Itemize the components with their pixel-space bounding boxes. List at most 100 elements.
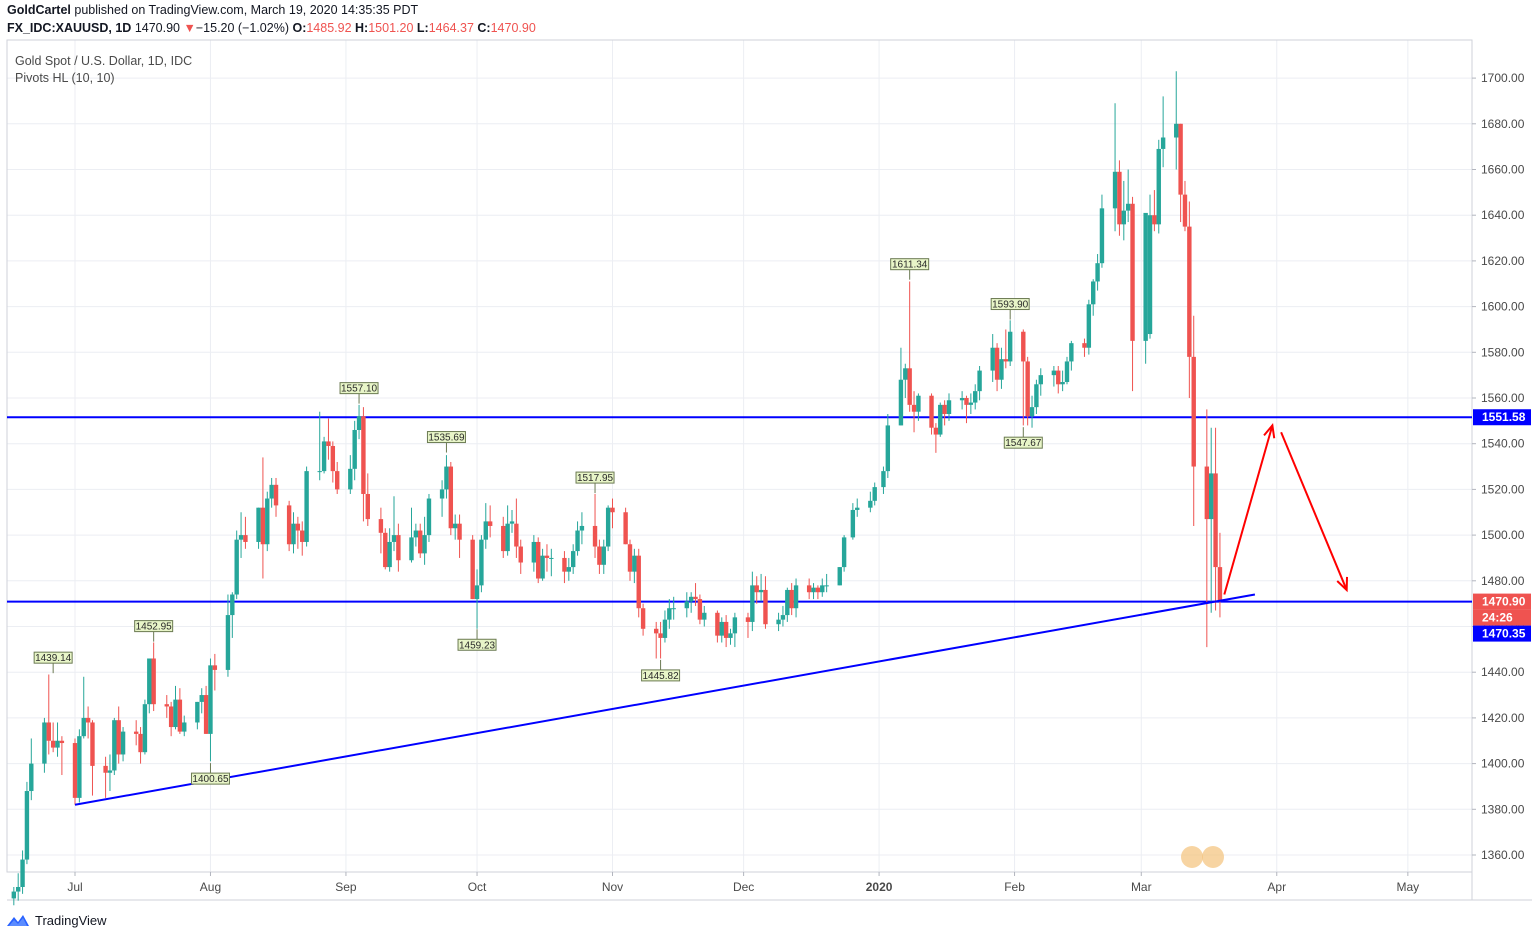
- candle-body: [269, 484, 274, 499]
- footer: TradingView: [6, 910, 107, 930]
- candle-body: [601, 546, 606, 565]
- candle-body: [811, 587, 816, 593]
- candle-body: [610, 507, 615, 513]
- pivot-label: 1400.65: [192, 774, 229, 785]
- candle-body: [112, 720, 117, 771]
- candle-body: [182, 722, 187, 732]
- candle-body: [1125, 203, 1131, 211]
- candle-body: [898, 379, 904, 426]
- candle-body: [1056, 370, 1061, 385]
- candle-body: [544, 555, 550, 558]
- symbol-label: FX_IDC:XAUUSD, 1D: [7, 21, 132, 35]
- candle-body: [658, 633, 663, 638]
- candle-body: [597, 546, 602, 565]
- candle-body: [483, 521, 488, 540]
- horizontal-levels[interactable]: [7, 416, 1472, 603]
- time-tick-label: May: [1397, 880, 1420, 894]
- candle-body: [1025, 361, 1030, 417]
- candle-body: [793, 585, 799, 609]
- candle-body: [994, 347, 1000, 380]
- candle-body: [418, 530, 423, 554]
- candle-body: [448, 466, 454, 529]
- candle-body: [745, 617, 751, 622]
- candle-body: [142, 704, 148, 753]
- candle-body: [1213, 473, 1218, 568]
- pivot-label-box: [33, 651, 73, 664]
- candle-body: [138, 733, 143, 753]
- candle-body: [120, 731, 126, 755]
- candle-body: [291, 523, 296, 545]
- arrow-head[interactable]: [1336, 576, 1349, 593]
- projection-arrow[interactable]: [1223, 425, 1274, 595]
- time-axis[interactable]: Jul Aug Sep Oct Nov Dec 2020 Feb Mar Apr May: [67, 872, 1419, 894]
- candle-body: [321, 441, 327, 472]
- candle-body: [208, 665, 213, 734]
- candle-body: [238, 535, 244, 540]
- projection-arrows[interactable]: [1223, 423, 1349, 595]
- candle-body: [1086, 304, 1092, 348]
- candle-body: [1021, 331, 1026, 362]
- price-tick-label: 1520.00: [1481, 482, 1525, 496]
- low-value: 1464.37: [428, 21, 474, 35]
- candle-body: [667, 608, 672, 620]
- projection-arrow[interactable]: [1280, 431, 1348, 591]
- trendline-segment[interactable]: [74, 593, 1256, 806]
- time-tick-label: Feb: [1004, 880, 1025, 894]
- close-value: 1470.90: [490, 21, 536, 35]
- candle-body: [265, 498, 270, 545]
- candle-body: [29, 763, 34, 792]
- candle-body: [916, 395, 921, 412]
- candle-body: [785, 589, 790, 616]
- pivot-label-box: [457, 638, 497, 651]
- candle-body: [855, 507, 860, 510]
- candle-body: [81, 717, 86, 737]
- candle-body: [501, 525, 506, 552]
- candle-body: [422, 535, 427, 554]
- candle-body: [173, 699, 178, 728]
- price-change: −15.20 (−1.02%): [195, 21, 289, 35]
- candle-body: [50, 740, 56, 748]
- candle-body: [1174, 123, 1179, 138]
- candle-body: [728, 633, 733, 638]
- candle-body: [881, 471, 886, 488]
- candle-body: [1182, 194, 1188, 227]
- candle-body: [1178, 123, 1183, 195]
- candle-body: [623, 512, 628, 545]
- price-axis[interactable]: 1360.001380.001400.001420.001440.001460.…: [1472, 71, 1525, 862]
- candle-body: [317, 471, 322, 473]
- candle-body: [903, 368, 908, 380]
- low-label: L:: [416, 21, 429, 35]
- pivot-label-box: [990, 298, 1030, 311]
- candle-body: [872, 487, 877, 501]
- candle-body: [841, 537, 847, 568]
- candle-body: [361, 416, 366, 494]
- arrow-head[interactable]: [1263, 423, 1276, 439]
- candle-body: [1034, 384, 1039, 408]
- candle-body: [938, 404, 943, 435]
- open-value: 1485.92: [306, 21, 352, 35]
- publish-info: GoldCartel published on TradingView.com,…: [7, 3, 418, 17]
- candle-body: [885, 425, 891, 472]
- candle-body: [199, 695, 204, 702]
- candle-body: [562, 557, 567, 572]
- price-badge: [1473, 609, 1531, 626]
- candle-body: [1112, 171, 1118, 209]
- candle-body: [470, 539, 475, 600]
- candle-body: [15, 886, 21, 892]
- price-tick-label: 1580.00: [1481, 345, 1525, 359]
- pivot-label: 1445.82: [643, 671, 680, 682]
- candle-body: [977, 370, 982, 392]
- candle-body: [387, 541, 392, 568]
- price-tick-label: 1400.00: [1481, 757, 1525, 771]
- candle-body: [1143, 212, 1148, 341]
- trendline[interactable]: [74, 593, 1256, 806]
- candle-body: [907, 368, 912, 405]
- candle-body: [1204, 466, 1210, 520]
- candle-body: [1152, 215, 1157, 225]
- candle-body: [378, 519, 384, 533]
- level-badge: [1473, 409, 1531, 426]
- pivot-label-box: [641, 669, 681, 682]
- flag-icon: [1202, 846, 1224, 868]
- candle-body: [868, 500, 873, 508]
